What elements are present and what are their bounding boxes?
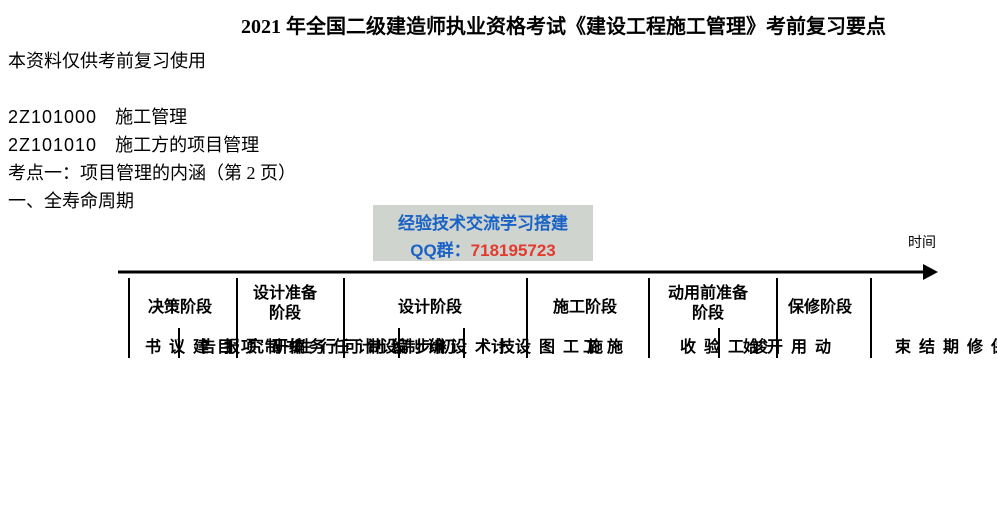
subtitle: 本资料仅供考前复习使用 [0,47,997,73]
code-line: 2Z101010 施工方的项目管理 [8,131,997,159]
phase-divider [236,278,238,328]
code-label: 施工管理 [115,107,187,127]
phase-label: 保修阶段 [788,293,852,317]
qq-group-number: 718195723 [471,241,556,260]
phase-label: 设计准备阶段 [253,284,317,324]
watermark-overlay: 经验技术交流学习搭建 QQ群：718195723 [373,205,593,261]
phase-label: 决策阶段 [148,293,212,317]
code-line: 2Z101000 施工管理 [8,103,997,131]
page-title: 2021 年全国二级建造师执业资格考试《建设工程施工管理》考前复习要点 [0,0,997,39]
exam-point: 考点一：项目管理的内涵（第 2 页） [0,159,997,187]
task-divider [870,328,872,358]
phase-label: 设计阶段 [398,293,462,317]
phase-divider [343,278,345,328]
phase-label: 施工阶段 [553,293,617,317]
phase-divider [648,278,650,328]
phase-divider [128,278,130,328]
qq-group-label: QQ群： [410,241,470,260]
task-divider [648,328,650,358]
phase-divider [526,278,528,328]
code-number: 2Z101010 [8,135,97,155]
code-label: 施工方的项目管理 [115,135,259,155]
phase-divider [776,278,778,328]
code-number: 2Z101000 [8,107,97,127]
task-label: 动用开始 [736,338,832,356]
watermark-text-2: QQ群：718195723 [373,236,593,261]
section-codes: 2Z101000 施工管理 2Z101010 施工方的项目管理 [0,103,997,159]
timeline-arrow [118,260,938,284]
task-label: 施工 [576,338,624,356]
time-axis-label: 时间 [908,232,936,252]
phase-divider [870,278,872,328]
watermark-text-1: 经验技术交流学习搭建 [373,209,593,234]
task-label: 保修期结束 [888,338,997,356]
task-divider [128,328,130,358]
phase-label: 动用前准备阶段 [668,284,748,324]
